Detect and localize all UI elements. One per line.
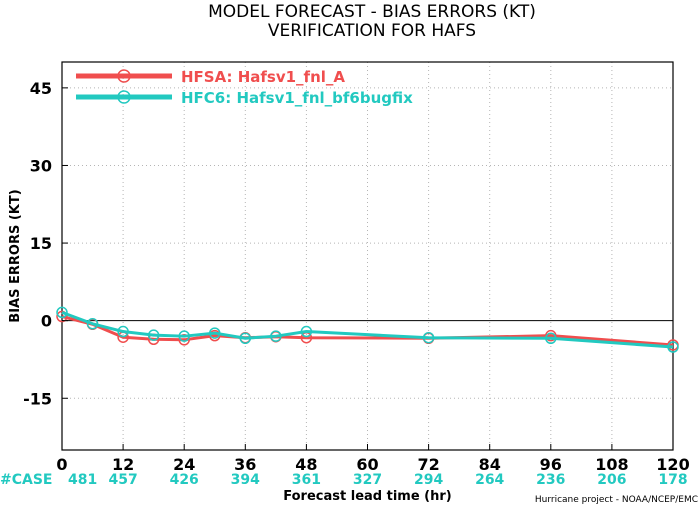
x-tick-label: 96: [540, 455, 562, 474]
x-tick-label: 84: [479, 455, 501, 474]
y-tick-label: 45: [30, 79, 52, 98]
x-tick-label: 120: [656, 455, 689, 474]
chart-title: MODEL FORECAST - BIAS ERRORS (KT): [208, 2, 536, 22]
series-2-point: [178, 330, 190, 342]
axis-ticks: 0 12 24 36 48 60 72 84 96 108 120 -15 0 15 30 45: [23, 79, 690, 474]
x-axis-title: Forecast lead time (hr): [283, 489, 451, 504]
series-layer: [56, 306, 679, 353]
case-count-label: #CASE: [0, 472, 53, 488]
series-2-point: [117, 325, 129, 338]
chart-subtitle: VERIFICATION FOR HAFS: [268, 21, 476, 41]
x-tick-label: 108: [595, 455, 628, 474]
case-count: 457: [108, 472, 137, 488]
case-count: 394: [231, 472, 260, 488]
case-count: 206: [597, 472, 626, 488]
series-2-point: [56, 306, 68, 319]
x-tick-label: 60: [356, 455, 378, 474]
y-axis-title: BIAS ERRORS (KT): [8, 189, 23, 322]
legend-swatch-marker: [117, 90, 131, 104]
series-2-point: [300, 325, 313, 338]
series-2-point: [239, 332, 252, 345]
case-count: 236: [536, 472, 565, 488]
series-2-point: [667, 341, 679, 353]
legend-swatch-marker: [117, 69, 131, 83]
case-count: 426: [170, 472, 199, 488]
series-2-point: [545, 332, 557, 345]
x-tick-label: 0: [56, 455, 67, 474]
grid-lines: [62, 62, 673, 450]
series-2-point: [270, 330, 282, 342]
y-tick-label: 30: [30, 156, 52, 175]
legend-label: HFC6: Hafsv1_fnl_bf6bugfix: [181, 89, 413, 107]
series-1-point: [56, 310, 68, 323]
case-count: 481: [68, 472, 97, 488]
y-tick-label: 15: [30, 234, 52, 253]
series-2-point: [422, 331, 435, 344]
case-count: 178: [658, 472, 687, 488]
credit-text: Hurricane project - NOAA/NCEP/EMC: [535, 495, 698, 505]
x-tick-label: 72: [417, 455, 439, 474]
y-tick-label: 0: [41, 312, 52, 331]
case-count: 361: [292, 472, 321, 488]
x-tick-label: 12: [112, 455, 134, 474]
case-count: 264: [475, 472, 504, 488]
y-tick-label: -15: [23, 389, 52, 408]
plot-frame: [61, 61, 674, 451]
x-tick-label: 48: [295, 455, 317, 474]
series-2-point: [209, 327, 221, 339]
legend: HFSA: Hafsv1_fnl_A HFC6: Hafsv1_fnl_bf6bu…: [76, 68, 413, 107]
case-count: 327: [353, 472, 382, 488]
series-2-point: [86, 318, 99, 330]
legend-label: HFSA: Hafsv1_fnl_A: [181, 68, 345, 86]
case-counts-row: #CASE 481 457 426 394 361 327 294 264 236 206 178: [0, 472, 688, 488]
x-tick-label: 36: [234, 455, 256, 474]
case-count: 294: [414, 472, 443, 488]
series-2-point: [147, 329, 160, 341]
x-tick-label: 24: [173, 455, 195, 474]
